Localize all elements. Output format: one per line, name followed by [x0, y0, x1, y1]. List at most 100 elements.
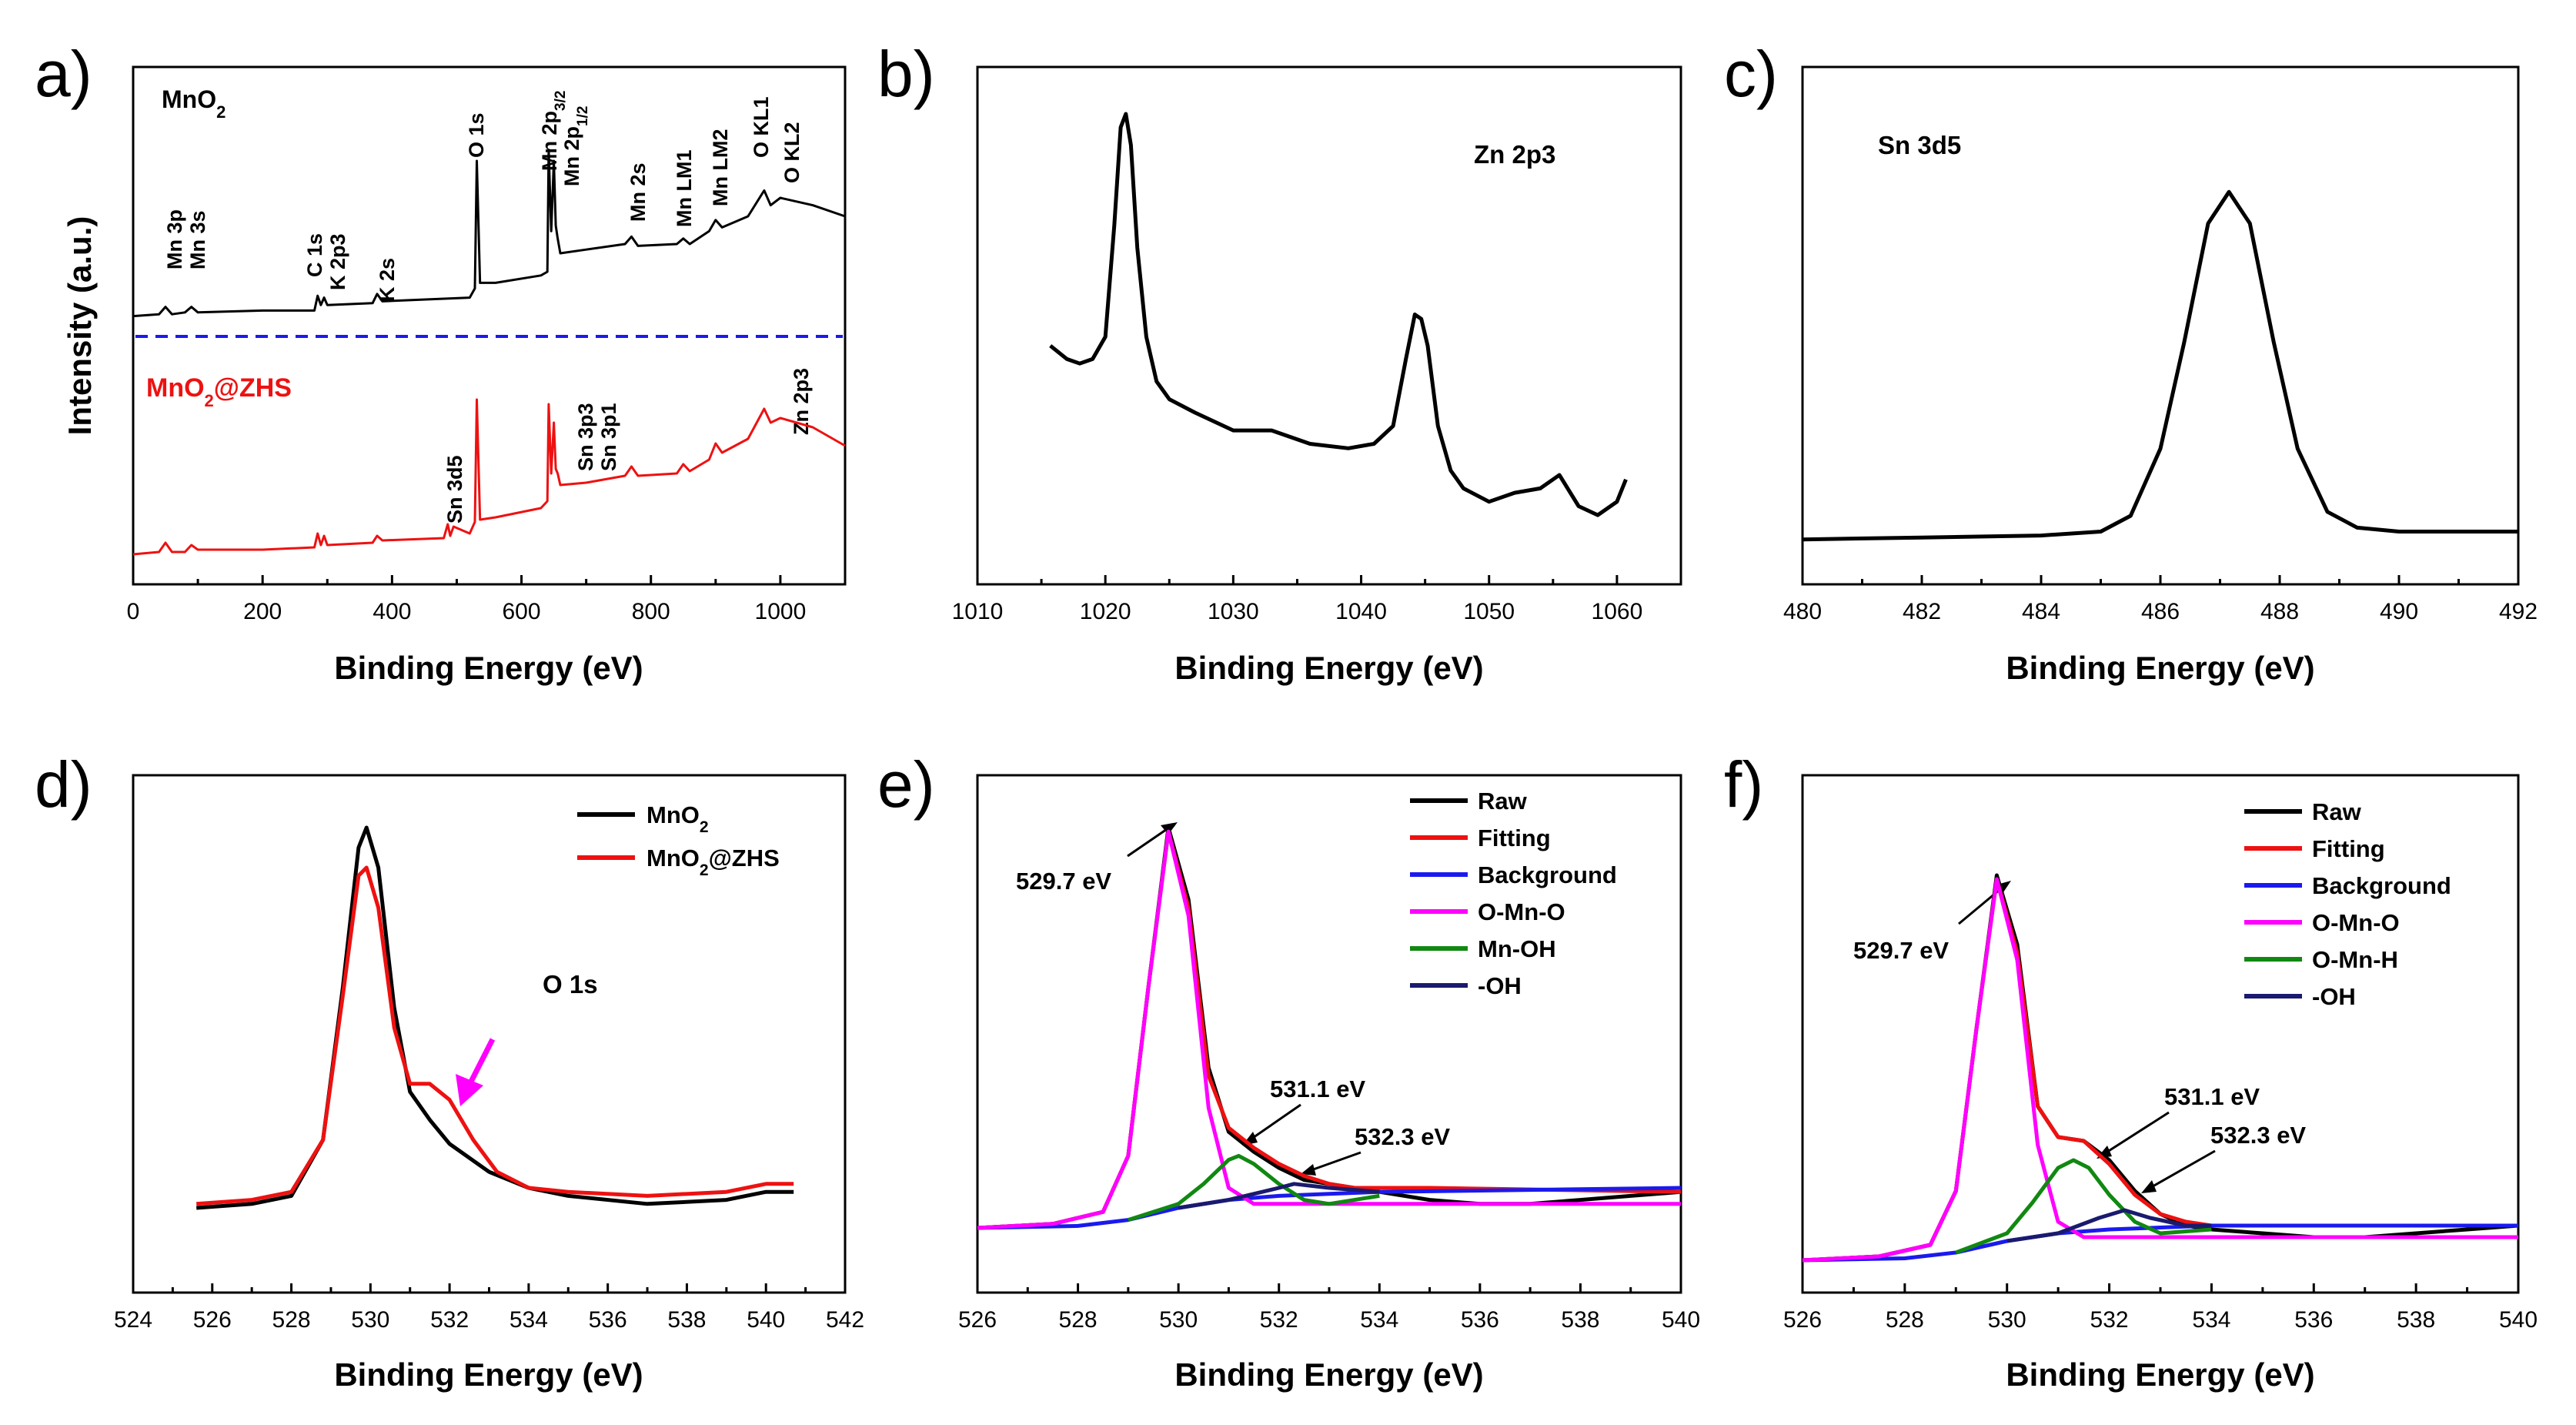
- panel-f-peak-2: 531.1 eV: [2164, 1083, 2260, 1110]
- x-tick-label: 1060: [1592, 599, 1643, 624]
- panel-a-sample-zhs-main: MnO: [146, 373, 205, 403]
- panel-letter-e: e): [877, 748, 935, 821]
- panel-e-peak-3-pointer: [1306, 1151, 1362, 1173]
- series-line-raw: [1802, 873, 2519, 1263]
- panel-f-marks: 526 528 530 532 534 536 538 540 Raw Fitting Backgr…: [1783, 798, 2538, 1333]
- panel-f-xlabel: Binding Energy (eV): [2006, 1356, 2314, 1393]
- x-tick-label: 538: [1561, 1307, 1599, 1333]
- series-line-zn-2p3: [1049, 112, 1628, 517]
- peak-label-mn3p: Mn 3p: [163, 209, 186, 269]
- panel-d-arrow-head: [456, 1074, 483, 1106]
- x-tick-label: 540: [2499, 1307, 2538, 1333]
- peak-label-o1s: O 1s: [465, 112, 488, 158]
- panel-letter-b: b): [877, 38, 935, 110]
- peak-label-mn2p32-sub: 3/2: [553, 91, 569, 111]
- x-tick-label: 530: [351, 1307, 389, 1333]
- legend-label: Fitting: [1478, 825, 1551, 851]
- legend-label: Fitting: [2312, 835, 2385, 862]
- panel-d-label: O 1s: [543, 970, 598, 999]
- x-tick-label: 526: [1783, 1307, 1822, 1333]
- panel-e-peak-2: 531.1 eV: [1270, 1075, 1365, 1102]
- x-tick-label: 1030: [1208, 599, 1259, 624]
- panel-a-frame: [132, 65, 847, 586]
- x-tick-label: 540: [1662, 1307, 1700, 1333]
- panel-e-peak-3: 532.3 eV: [1355, 1123, 1450, 1150]
- x-tick-label: 532: [2090, 1307, 2129, 1333]
- peak-label-sn3p3: Sn 3p3: [574, 403, 597, 471]
- panel-d-xlabel: Binding Energy (eV): [334, 1356, 643, 1393]
- panel-letter-c: c): [1724, 38, 1778, 110]
- panel-b-marks: 1010 1020 1030 1040 1050 1060: [952, 112, 1643, 624]
- panel-f-peak-3-head: [2141, 1180, 2157, 1193]
- panel-b-label: Zn 2p3: [1474, 140, 1555, 169]
- legend-label: -OH: [1478, 972, 1522, 999]
- panel-a-marks: 0 200 400 600 800 1000: [127, 149, 846, 624]
- series-line-o-mn-o: [1802, 877, 2518, 1263]
- panel-e-peak-1-pointer: [1127, 825, 1172, 858]
- x-tick-label: 490: [2380, 599, 2418, 624]
- peak-label-sn3p1: Sn 3p1: [597, 403, 620, 471]
- x-tick-label: 0: [127, 599, 140, 624]
- panel-f-peaks: 529.7 eV 531.1 eV 532.3 eV: [1853, 881, 2306, 1193]
- legend-label-mno2-sub: 2: [700, 818, 709, 836]
- panel-d-arrow-shaft: [468, 1038, 496, 1083]
- panel-c-marks: 480 482 484 486 488 490 492: [1783, 189, 2538, 624]
- x-tick-label: 1010: [952, 599, 1004, 624]
- panel-e-peak-1: 529.7 eV: [1016, 868, 1111, 895]
- series-line-mno2: [132, 149, 846, 318]
- x-tick-label: 540: [747, 1307, 785, 1333]
- panel-c-xlabel: Binding Energy (eV): [2006, 650, 2314, 686]
- panel-e-peak-2-pointer: [1248, 1103, 1301, 1142]
- series-line--oh: [1178, 1182, 1380, 1210]
- series-line--oh: [2006, 1208, 2212, 1243]
- legend-label: Raw: [1478, 788, 1528, 815]
- x-tick-label: 488: [2260, 599, 2299, 624]
- panel-c-label: Sn 3d5: [1878, 131, 1961, 159]
- series-line-sn-3d5: [1802, 189, 2518, 542]
- panel-f-peak-1-pointer: [1958, 884, 2006, 925]
- panel-letter-f: f): [1724, 748, 1763, 821]
- x-tick-label: 492: [2499, 599, 2538, 624]
- x-tick-label: 800: [632, 599, 670, 624]
- peak-label-mn3s: Mn 3s: [186, 210, 209, 269]
- legend-label: Background: [1478, 861, 1617, 888]
- peak-label-mn2p12-main: Mn 2p: [560, 126, 583, 186]
- x-tick-label: 482: [1903, 599, 1941, 624]
- x-tick-label: 536: [1461, 1307, 1499, 1333]
- panel-d-arrow: [456, 1038, 496, 1106]
- x-tick-label: 1000: [755, 599, 807, 624]
- panel-b-xlabel: Binding Energy (eV): [1174, 650, 1483, 686]
- series-line-mno2-zhs: [132, 398, 846, 556]
- panel-f-peak-3: 532.3 eV: [2210, 1122, 2306, 1149]
- x-tick-label: 526: [958, 1307, 997, 1333]
- x-tick-label: 534: [2192, 1307, 2230, 1333]
- peak-label-k2p3: K 2p3: [326, 233, 349, 290]
- legend-label-mno2: MnO2: [647, 801, 709, 836]
- legend-label-zhs-suffix: @ZHS: [709, 845, 780, 871]
- x-tick-label: 528: [272, 1307, 311, 1333]
- peak-label-c1s: C 1s: [303, 233, 326, 277]
- x-tick-label: 1040: [1335, 599, 1387, 624]
- x-tick-label: 1050: [1463, 599, 1515, 624]
- legend-label-zhs: MnO2@ZHS: [647, 845, 780, 879]
- panel-d-marks: 524 526 528 530 532 534 536 538 540 542: [114, 825, 864, 1333]
- legend-label: Background: [2312, 872, 2451, 899]
- x-tick-label: 526: [193, 1307, 232, 1333]
- panel-a-sample-zhs: MnO2@ZHS: [146, 373, 292, 410]
- panel-a-sample-mno2-sub: 2: [216, 102, 226, 122]
- peak-label-k2s: K 2s: [376, 258, 399, 302]
- x-tick-label: 538: [667, 1307, 706, 1333]
- peak-label-mn2p12-sub: 1/2: [575, 106, 591, 126]
- series-line-o-mn-o: [977, 829, 1681, 1230]
- x-tick-label: 600: [503, 599, 541, 624]
- panel-a-peak-labels: Mn 3p Mn 3s C 1s K 2p3 K 2s O 1s Mn 2p 3/…: [163, 91, 813, 524]
- series-line-mn-oh: [1128, 1153, 1380, 1222]
- chart-marks: 0 200 400 600 800 1000 1010 1020 1030 1040 1050 106…: [114, 112, 2538, 1333]
- peak-label-mn2s: Mn 2s: [626, 162, 650, 222]
- x-tick-label: 530: [1988, 1307, 2026, 1333]
- x-tick-label: 400: [373, 599, 411, 624]
- peak-label-mn2p12: Mn 2p1/2: [560, 106, 591, 186]
- x-tick-label: 528: [1059, 1307, 1098, 1333]
- x-tick-label: 538: [2397, 1307, 2435, 1333]
